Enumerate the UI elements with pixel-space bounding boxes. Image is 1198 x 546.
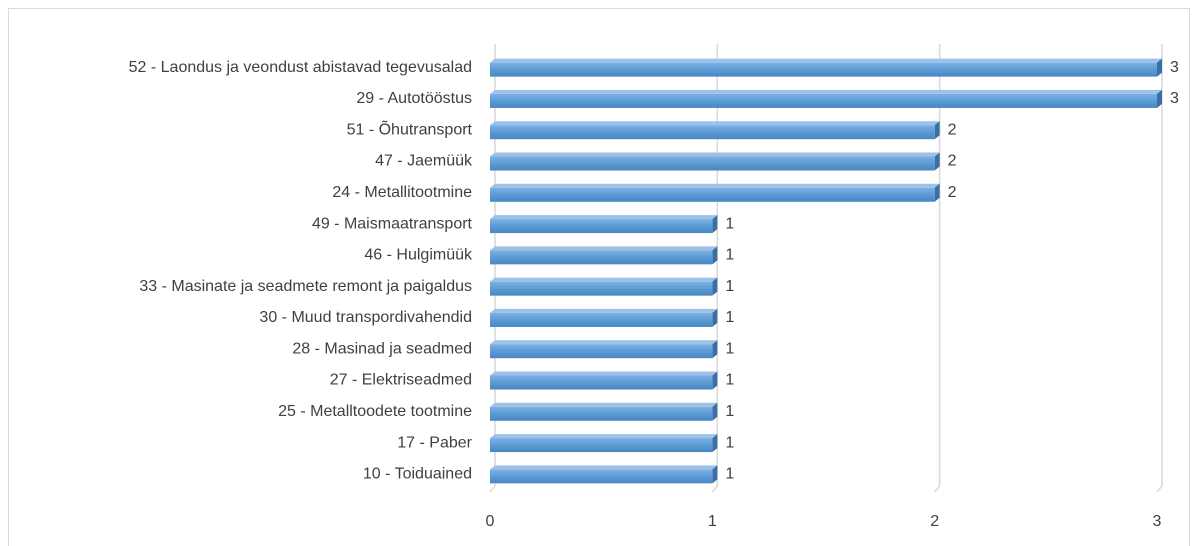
- bar-side: [1157, 58, 1162, 77]
- bar-side: [712, 402, 718, 421]
- bar-side: [712, 340, 718, 359]
- value-label: 2: [948, 153, 957, 170]
- bar: [490, 125, 935, 140]
- bar-top: [490, 215, 718, 220]
- bar: [490, 312, 713, 327]
- y-tick-label: 52 - Laondus ja veondust abistavad tegev…: [129, 59, 472, 76]
- x-tick-label: 1: [708, 513, 717, 530]
- bar-side: [712, 246, 718, 265]
- grid-line: [934, 44, 941, 493]
- value-label: 1: [725, 309, 734, 326]
- y-tick-label: 25 - Metalltoodete tootmine: [278, 403, 472, 420]
- x-tick-label: 3: [1153, 513, 1162, 530]
- y-tick-label: 27 - Elektriseadmed: [330, 372, 472, 389]
- bar-side: [934, 121, 940, 140]
- bar-top: [490, 402, 718, 407]
- value-label: 1: [725, 215, 734, 232]
- bar-top: [490, 246, 718, 251]
- bar: [490, 219, 713, 234]
- y-tick-label: 47 - Jaemüük: [375, 153, 473, 170]
- value-label: 1: [725, 372, 734, 389]
- x-tick-label: 0: [486, 513, 495, 530]
- bar-top: [490, 58, 1162, 63]
- bar-top: [490, 340, 718, 345]
- bar: [490, 406, 713, 421]
- value-label: 1: [725, 247, 734, 264]
- y-tick-label: 28 - Masinad ja seadmed: [292, 340, 472, 357]
- bar-top: [490, 277, 718, 282]
- bar: [490, 62, 1157, 77]
- bar-side: [712, 215, 718, 234]
- bar: [490, 375, 713, 390]
- bar: [490, 469, 713, 484]
- bar: [490, 187, 935, 202]
- bar-top: [490, 121, 940, 126]
- bar-side: [712, 465, 718, 484]
- bar: [490, 93, 1157, 108]
- y-tick-label: 46 - Hulgimüük: [364, 247, 473, 264]
- value-label: 1: [725, 466, 734, 483]
- bar-top: [490, 89, 1162, 94]
- value-label: 2: [948, 184, 957, 201]
- value-label: 2: [948, 121, 957, 138]
- bar-side: [712, 277, 718, 296]
- bar: [490, 281, 713, 296]
- y-tick-label: 29 - Autotööstus: [356, 90, 472, 107]
- value-label: 1: [725, 340, 734, 357]
- value-label: 3: [1170, 90, 1179, 107]
- y-tick-label: 24 - Metallitootmine: [332, 184, 472, 201]
- y-tick-label: 10 - Toiduained: [363, 466, 472, 483]
- bar-top: [490, 434, 718, 439]
- y-tick-label: 17 - Paber: [397, 434, 472, 451]
- bar-side: [712, 434, 718, 453]
- bar-side: [712, 371, 718, 390]
- value-label: 1: [725, 278, 734, 295]
- bar-side: [934, 183, 940, 202]
- bar-top: [490, 183, 940, 188]
- grid-line: [1156, 44, 1163, 493]
- y-tick-label: 49 - Maismaatransport: [312, 215, 473, 232]
- value-label: 1: [725, 434, 734, 451]
- bar-top: [490, 152, 940, 157]
- y-tick-label: 51 - Õhutransport: [347, 118, 473, 138]
- bar-top: [490, 308, 718, 313]
- value-label: 3: [1170, 59, 1179, 76]
- bar-top: [490, 371, 718, 376]
- bar: [490, 156, 935, 171]
- bar-top: [490, 465, 718, 470]
- bar-side: [1157, 89, 1162, 108]
- y-tick-label: 33 - Masinate ja seadmete remont ja paig…: [139, 278, 472, 295]
- bar: [490, 344, 713, 359]
- value-label: 1: [725, 403, 734, 420]
- bar: [490, 250, 713, 265]
- bar-side: [712, 308, 718, 327]
- bar: [490, 438, 713, 453]
- y-tick-label: 30 - Muud transpordivahendid: [259, 309, 472, 326]
- x-tick-label: 2: [930, 513, 939, 530]
- bar-side: [934, 152, 940, 171]
